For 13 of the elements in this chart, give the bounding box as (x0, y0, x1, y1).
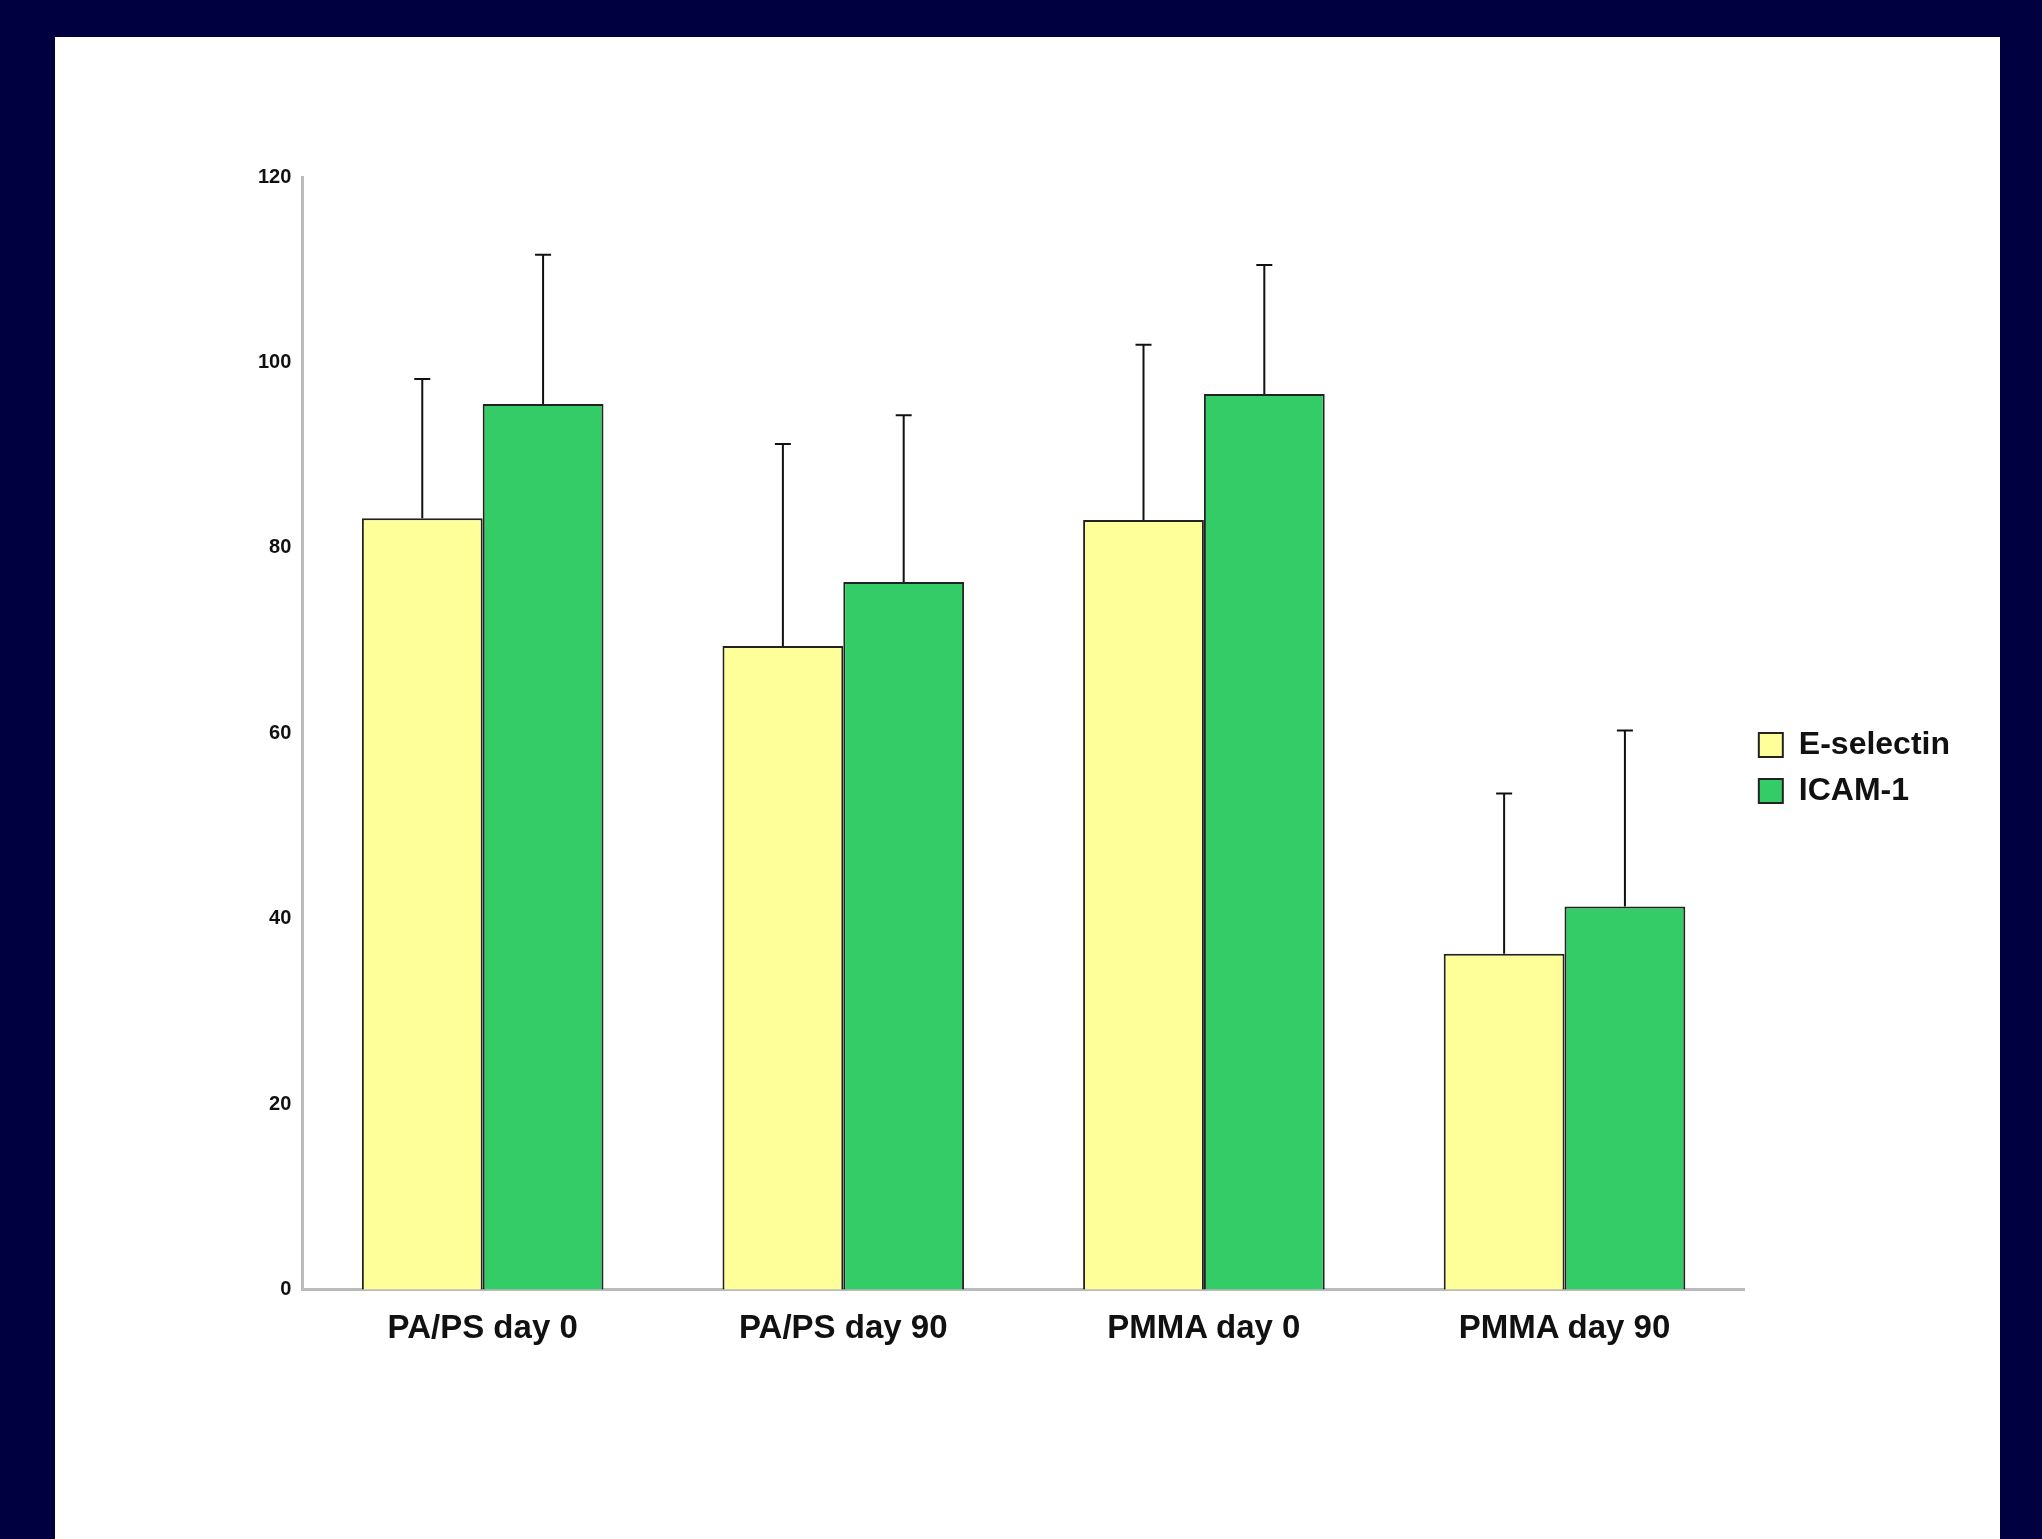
legend-label: E-selectin (1798, 724, 1950, 761)
x-tick-label: PA/PS day 0 (387, 1308, 578, 1346)
x-tick-label: PA/PS day 90 (739, 1308, 948, 1346)
y-tick-label: 80 (269, 535, 292, 558)
legend-label: ICAM-1 (1798, 770, 1910, 807)
x-tick-label: PMMA day 90 (1458, 1308, 1671, 1346)
y-tick-label: 40 (269, 906, 292, 929)
y-tick-label: 20 (269, 1091, 292, 1114)
y-tick-label: 60 (269, 720, 292, 743)
x-tick-label: PMMA day 0 (1107, 1308, 1301, 1346)
y-tick-label: 100 (257, 349, 292, 372)
y-tick-label: 120 (257, 164, 292, 187)
y-tick-label: 0 (280, 1276, 292, 1299)
